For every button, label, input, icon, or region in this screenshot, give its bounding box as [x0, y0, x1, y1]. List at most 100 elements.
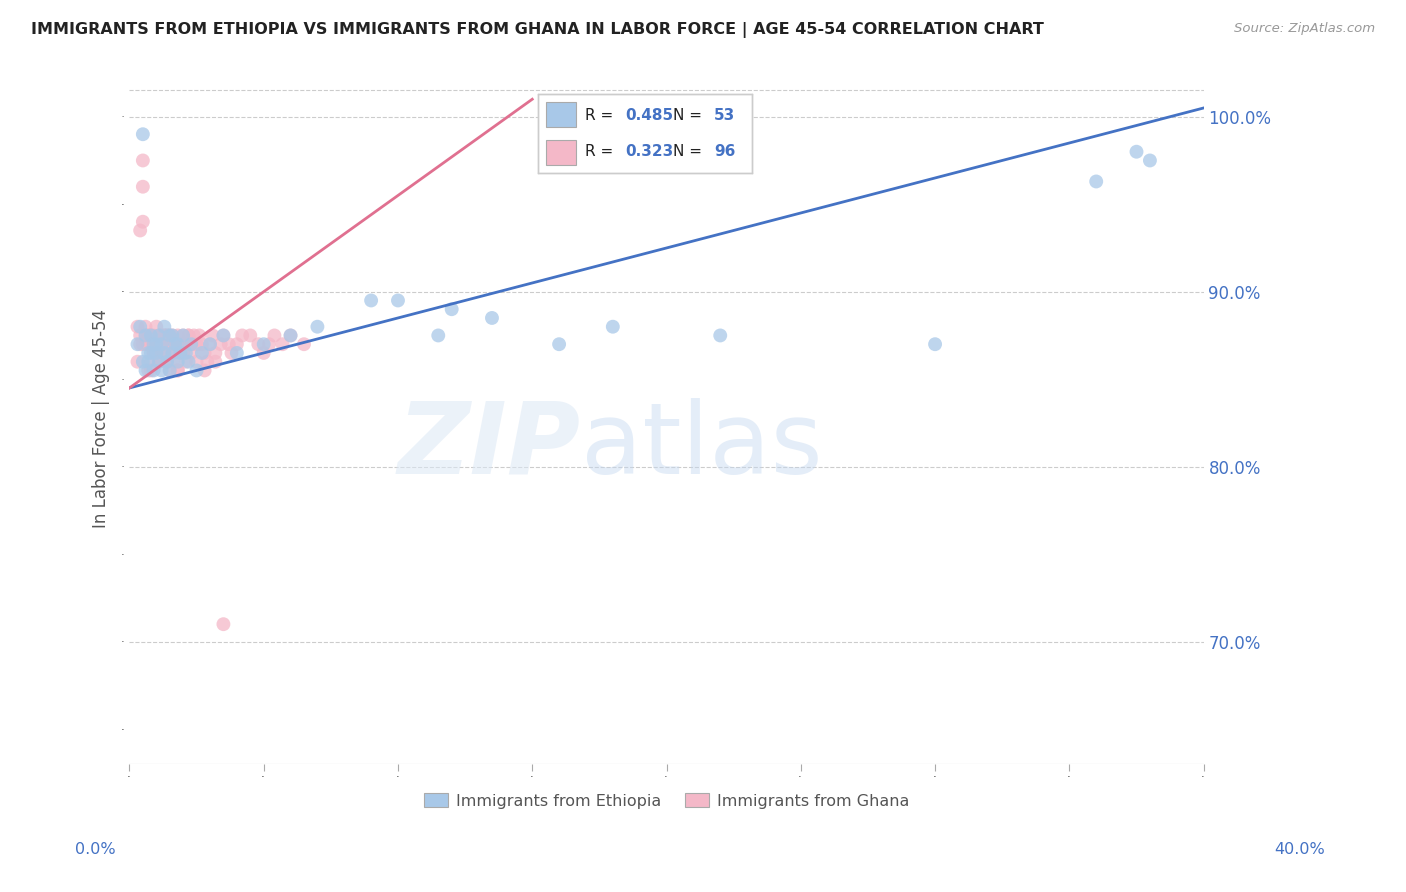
- Point: [159, 337, 181, 351]
- Point: [150, 346, 173, 360]
- Point: [204, 354, 226, 368]
- Point: [129, 328, 152, 343]
- Point: [129, 319, 152, 334]
- Point: [148, 328, 170, 343]
- Point: [165, 337, 187, 351]
- Point: [180, 337, 202, 351]
- Point: [239, 328, 262, 343]
- Point: [127, 337, 149, 351]
- Point: [212, 328, 235, 343]
- Point: [142, 346, 165, 360]
- Point: [127, 354, 149, 368]
- Point: [150, 328, 173, 343]
- Text: 40.0%: 40.0%: [1274, 842, 1324, 856]
- Point: [247, 337, 270, 351]
- Point: [263, 328, 285, 343]
- Point: [136, 328, 159, 343]
- Point: [148, 337, 170, 351]
- Point: [1085, 174, 1108, 188]
- Point: [198, 337, 221, 351]
- Point: [201, 328, 224, 343]
- Point: [218, 337, 240, 351]
- Point: [280, 328, 302, 343]
- Point: [156, 354, 179, 368]
- Point: [177, 328, 200, 343]
- Point: [481, 310, 503, 325]
- Point: [162, 328, 184, 343]
- Point: [166, 337, 188, 351]
- Point: [132, 215, 155, 229]
- Point: [221, 346, 243, 360]
- Point: [129, 223, 152, 237]
- Point: [127, 319, 149, 334]
- Point: [186, 354, 208, 368]
- Point: [166, 363, 188, 377]
- Point: [165, 346, 187, 360]
- Point: [156, 328, 179, 343]
- Point: [177, 328, 200, 343]
- Point: [162, 346, 184, 360]
- Point: [172, 346, 194, 360]
- Point: [148, 328, 170, 343]
- Point: [602, 319, 624, 334]
- Point: [169, 337, 191, 351]
- Point: [139, 337, 162, 351]
- Point: [186, 337, 208, 351]
- Point: [180, 346, 202, 360]
- Point: [280, 328, 302, 343]
- Point: [271, 337, 294, 351]
- Point: [139, 328, 162, 343]
- Point: [148, 354, 170, 368]
- Point: [150, 337, 173, 351]
- Point: [257, 337, 280, 351]
- Point: [174, 346, 197, 360]
- Point: [212, 617, 235, 632]
- Point: [307, 319, 329, 334]
- Point: [440, 302, 463, 317]
- Point: [172, 337, 194, 351]
- Point: [153, 346, 176, 360]
- Point: [139, 328, 162, 343]
- Point: [136, 337, 159, 351]
- Point: [172, 337, 194, 351]
- Point: [135, 319, 157, 334]
- Point: [139, 363, 162, 377]
- Point: [165, 337, 187, 351]
- Point: [145, 337, 167, 351]
- Point: [186, 337, 208, 351]
- Point: [225, 337, 247, 351]
- Point: [132, 337, 155, 351]
- Point: [177, 337, 200, 351]
- Point: [136, 354, 159, 368]
- Point: [159, 363, 181, 377]
- Point: [142, 346, 165, 360]
- Point: [159, 328, 181, 343]
- Y-axis label: In Labor Force | Age 45-54: In Labor Force | Age 45-54: [93, 309, 110, 528]
- Point: [135, 337, 157, 351]
- Point: [194, 346, 217, 360]
- Point: [166, 328, 188, 343]
- Text: ZIP: ZIP: [398, 398, 581, 495]
- Point: [148, 354, 170, 368]
- Point: [253, 337, 276, 351]
- Point: [148, 354, 170, 368]
- Point: [156, 354, 179, 368]
- Point: [169, 346, 191, 360]
- Point: [129, 337, 152, 351]
- Point: [204, 346, 226, 360]
- Point: [177, 354, 200, 368]
- Point: [136, 363, 159, 377]
- Point: [231, 328, 253, 343]
- Point: [142, 337, 165, 351]
- Point: [209, 337, 232, 351]
- Point: [186, 363, 208, 377]
- Point: [166, 354, 188, 368]
- Point: [180, 337, 202, 351]
- Point: [188, 328, 211, 343]
- Point: [135, 328, 157, 343]
- Point: [145, 346, 167, 360]
- Point: [135, 363, 157, 377]
- Point: [162, 337, 184, 351]
- Point: [924, 337, 946, 351]
- Point: [136, 346, 159, 360]
